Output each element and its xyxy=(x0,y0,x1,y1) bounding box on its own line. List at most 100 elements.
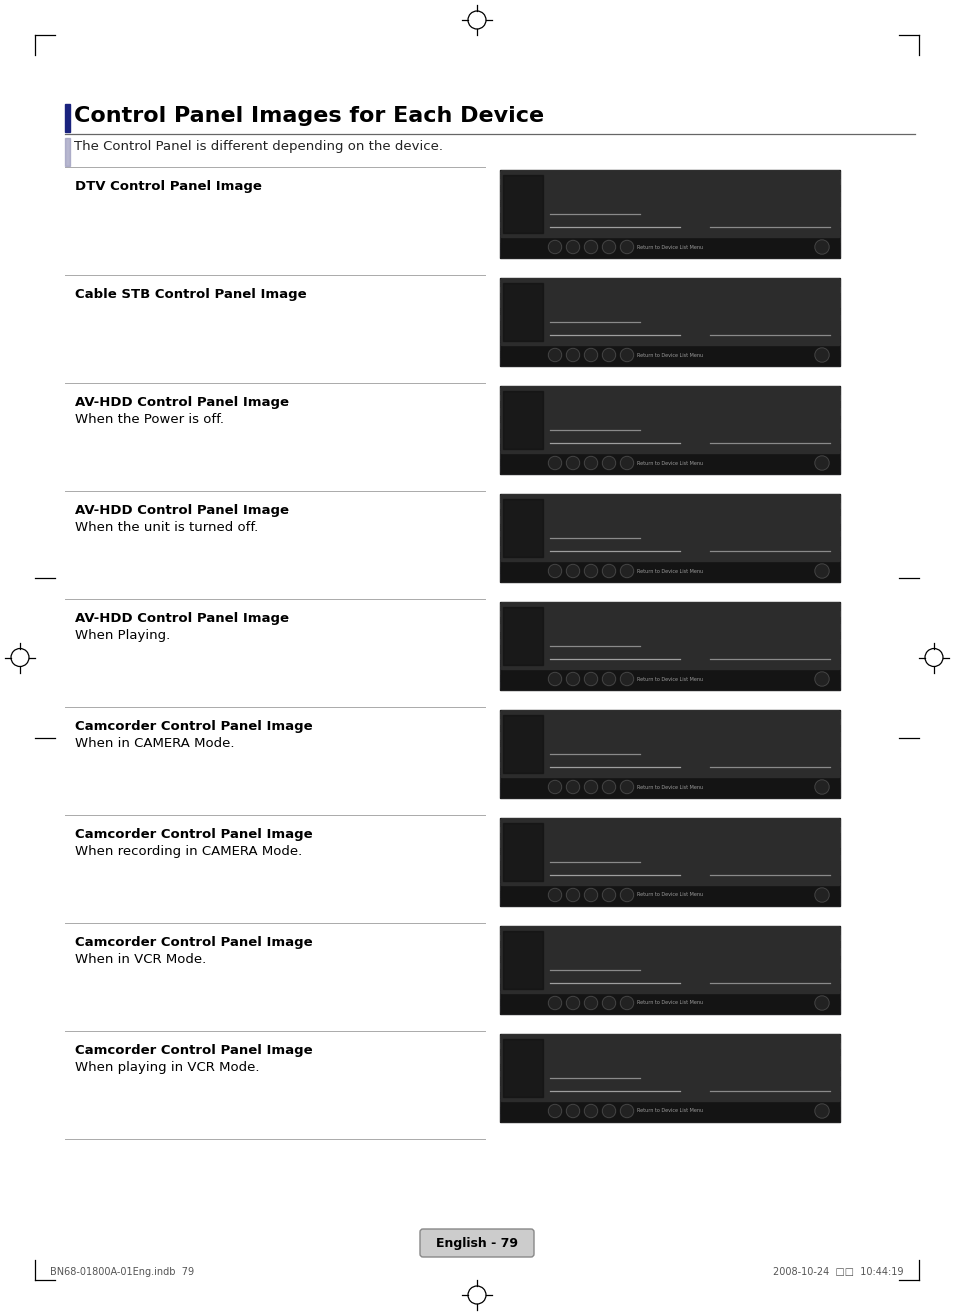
Bar xyxy=(500,285,838,288)
Bar xyxy=(500,548,838,551)
Bar xyxy=(500,760,838,763)
Bar xyxy=(500,509,838,513)
Bar xyxy=(500,656,838,659)
Bar xyxy=(500,1003,838,1006)
Circle shape xyxy=(549,458,560,468)
Bar xyxy=(500,788,838,790)
Bar xyxy=(500,239,838,242)
Bar xyxy=(500,823,838,826)
Bar xyxy=(500,1059,838,1061)
Bar xyxy=(500,963,838,965)
Bar xyxy=(500,739,838,742)
Bar xyxy=(499,170,840,258)
Bar xyxy=(500,819,838,885)
Circle shape xyxy=(567,781,578,793)
Bar xyxy=(500,330,838,333)
Bar xyxy=(500,836,838,839)
Circle shape xyxy=(815,781,827,793)
Bar xyxy=(500,552,838,555)
Bar xyxy=(500,1070,838,1074)
Bar xyxy=(500,302,838,305)
Bar xyxy=(500,452,838,473)
Bar xyxy=(500,838,838,840)
Circle shape xyxy=(815,997,827,1009)
Circle shape xyxy=(585,458,596,468)
Bar xyxy=(500,972,838,974)
Circle shape xyxy=(620,350,632,360)
Circle shape xyxy=(585,565,596,576)
Bar xyxy=(500,888,838,890)
Bar xyxy=(500,730,838,732)
Bar xyxy=(500,206,838,209)
Bar xyxy=(500,316,838,318)
Bar xyxy=(500,425,838,427)
Bar xyxy=(500,619,838,622)
Circle shape xyxy=(602,241,615,254)
Bar xyxy=(500,514,838,517)
Circle shape xyxy=(620,458,632,468)
Circle shape xyxy=(584,889,597,902)
Bar xyxy=(500,818,838,821)
Bar xyxy=(500,882,838,885)
Bar xyxy=(500,568,838,571)
Circle shape xyxy=(585,889,596,901)
Bar xyxy=(500,667,838,669)
Bar xyxy=(500,993,838,1013)
Bar xyxy=(500,451,838,454)
Bar xyxy=(500,539,838,542)
Bar xyxy=(500,171,838,174)
Bar xyxy=(500,203,838,205)
Bar xyxy=(500,942,838,944)
Text: Camcorder Control Panel Image: Camcorder Control Panel Image xyxy=(75,828,313,842)
Bar xyxy=(500,677,838,680)
Bar xyxy=(500,611,838,614)
Bar xyxy=(500,1006,838,1009)
Bar xyxy=(500,952,838,955)
Text: Return to Device List Menu: Return to Device List Menu xyxy=(637,568,702,573)
Text: Return to Device List Menu: Return to Device List Menu xyxy=(637,676,702,681)
Bar xyxy=(500,928,838,931)
Bar xyxy=(500,736,838,739)
Text: Camcorder Control Panel Image: Camcorder Control Panel Image xyxy=(75,721,313,732)
Bar xyxy=(500,213,838,216)
Circle shape xyxy=(566,1105,578,1118)
Bar xyxy=(500,427,838,430)
Bar xyxy=(500,1035,838,1038)
Bar xyxy=(500,252,838,255)
Bar xyxy=(500,938,838,940)
Bar xyxy=(500,955,838,957)
Circle shape xyxy=(814,888,828,902)
Text: DTV Control Panel Image: DTV Control Panel Image xyxy=(75,180,262,193)
Circle shape xyxy=(584,564,597,577)
Bar xyxy=(500,1063,838,1065)
Bar xyxy=(500,744,838,747)
Bar xyxy=(502,715,542,773)
Bar xyxy=(500,542,838,544)
Bar xyxy=(500,871,838,873)
Bar xyxy=(500,1009,838,1011)
Bar xyxy=(500,565,838,568)
Bar xyxy=(500,1073,838,1076)
Bar xyxy=(500,334,838,337)
Bar xyxy=(499,494,840,583)
Bar xyxy=(500,447,838,450)
Bar xyxy=(500,508,838,510)
Bar xyxy=(500,337,838,339)
Bar xyxy=(500,613,838,615)
Bar xyxy=(500,635,838,638)
Bar xyxy=(500,434,838,437)
Bar xyxy=(500,682,838,685)
Circle shape xyxy=(603,242,614,252)
Bar xyxy=(500,579,838,581)
Bar xyxy=(500,764,838,767)
Bar xyxy=(500,622,838,625)
Text: Control Panel Images for Each Device: Control Panel Images for Each Device xyxy=(74,107,543,126)
Bar xyxy=(500,442,838,444)
Bar xyxy=(500,444,838,447)
Circle shape xyxy=(603,458,614,468)
Bar xyxy=(500,345,838,347)
Bar xyxy=(502,1039,542,1097)
Text: 2008-10-24  □□  10:44:19: 2008-10-24 □□ 10:44:19 xyxy=(773,1266,903,1277)
Bar xyxy=(500,522,838,525)
Bar xyxy=(500,327,838,330)
